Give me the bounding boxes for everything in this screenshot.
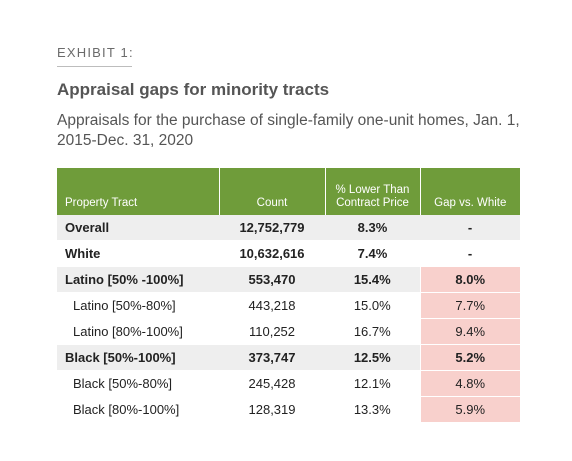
cell-pct-lower: 16.7% (325, 318, 420, 345)
header-count-text: Count (256, 197, 288, 209)
cell-pct-lower: 15.0% (325, 292, 420, 319)
header-pct-lower-text: Contract Price (336, 197, 409, 209)
cell-property-tract: Latino [50%-80%] (57, 292, 219, 319)
cell-count: 245,428 (219, 370, 325, 397)
table-row: Black [50%-80%] 245,428 12.1% 4.8% (57, 370, 520, 397)
table-row: Latino [80%-100%] 110,252 16.7% 9.4% (57, 318, 520, 345)
table-row: White 10,632,616 7.4% - (57, 240, 520, 267)
cell-count: 553,470 (219, 266, 325, 293)
cell-property-tract: Overall (57, 215, 219, 241)
table-body: Overall 12,752,779 8.3% - White 10,632,616 7.4… (57, 215, 520, 423)
appraisal-gap-table: Property Tract Count % Lower Than Contract … (57, 168, 520, 423)
cell-count: 10,632,616 (219, 240, 325, 267)
table-row: Black [50%-100%] 373,747 12.5% 5.2% (57, 344, 520, 371)
cell-gap-vs-white: - (420, 215, 520, 241)
table-row: Latino [50%-80%] 443,218 15.0% 7.7% (57, 292, 520, 319)
cell-gap-vs-white: 9.4% (419, 318, 520, 345)
cell-count: 373,747 (219, 344, 325, 371)
exhibit-divider (57, 66, 132, 67)
cell-pct-lower: 12.5% (325, 344, 420, 371)
cell-property-tract: White (57, 240, 219, 267)
cell-property-tract: Latino [80%-100%] (57, 318, 219, 345)
chart-subtitle: Appraisals for the purchase of single-fa… (57, 112, 520, 149)
cell-gap-vs-white: 7.7% (419, 292, 520, 319)
cell-property-tract: Latino [50% -100%] (57, 266, 219, 293)
header-row: Property Tract Count % Lower Than Contract … (57, 168, 520, 215)
cell-count: 443,218 (219, 292, 325, 319)
cell-gap-vs-white: 4.8% (419, 370, 520, 397)
cell-count: 12,752,779 (219, 215, 325, 241)
header-gap-vs-white-text: Gap vs. White (434, 197, 507, 209)
chart-title: Appraisal gaps for minority tracts (57, 80, 330, 99)
cell-property-tract: Black [80%-100%] (57, 396, 219, 423)
header-pct-lower-text: % Lower Than (335, 184, 410, 196)
cell-gap-vs-white: - (420, 240, 520, 267)
table-row: Latino [50% -100%] 553,470 15.4% 8.0% (57, 266, 520, 293)
cell-gap-vs-white: 8.0% (419, 266, 520, 293)
header-gap-vs-white: Gap vs. White (419, 168, 520, 215)
header-property-tract: Property Tract (57, 168, 219, 215)
header-count: Count (218, 168, 325, 215)
cell-pct-lower: 8.3% (325, 215, 420, 241)
cell-property-tract: Black [50%-100%] (57, 344, 219, 371)
cell-count: 110,252 (219, 318, 325, 345)
cell-gap-vs-white: 5.9% (419, 396, 520, 423)
cell-pct-lower: 7.4% (325, 240, 420, 267)
cell-count: 128,319 (219, 396, 325, 423)
cell-gap-vs-white: 5.2% (419, 344, 520, 371)
cell-property-tract: Black [50%-80%] (57, 370, 219, 397)
cell-pct-lower: 12.1% (325, 370, 420, 397)
table-row: Overall 12,752,779 8.3% - (57, 215, 520, 241)
exhibit-label: EXHIBIT 1: (57, 45, 134, 60)
table-header: Property Tract Count % Lower Than Contract … (57, 168, 520, 215)
table-row: Black [80%-100%] 128,319 13.3% 5.9% (57, 396, 520, 423)
header-pct-lower: % Lower Than Contract Price (324, 168, 420, 215)
cell-pct-lower: 13.3% (325, 396, 420, 423)
header-property-tract-text: Property Tract (65, 197, 138, 209)
cell-pct-lower: 15.4% (325, 266, 420, 293)
